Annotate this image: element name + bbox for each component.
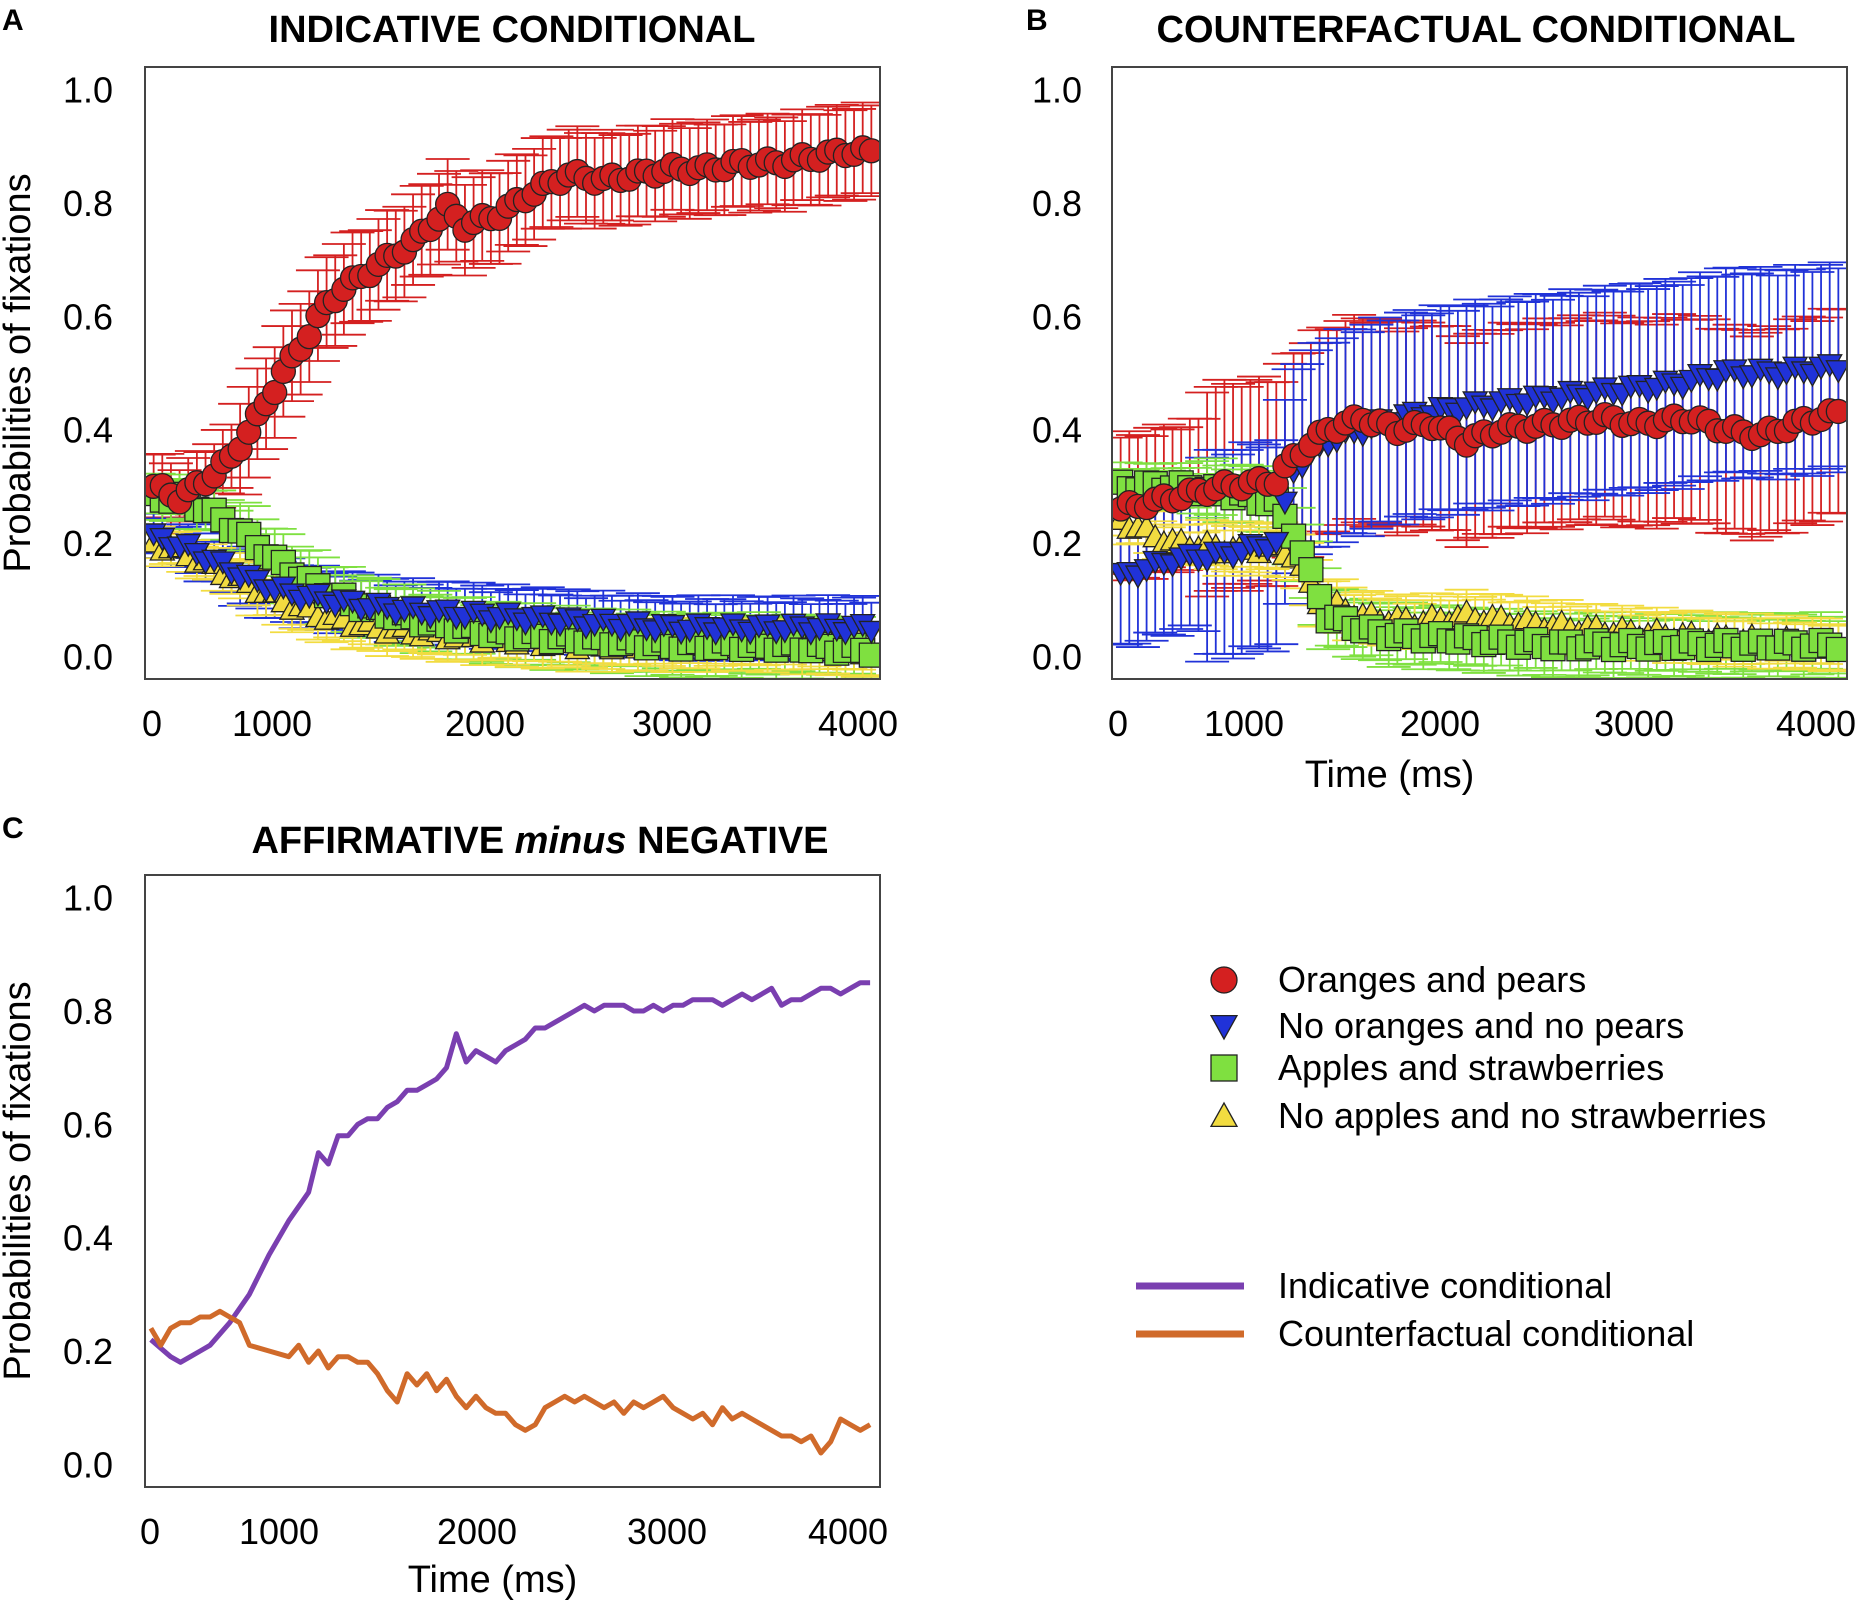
series-0 bbox=[1112, 398, 1847, 522]
x-tick-label: 0 bbox=[1108, 703, 1128, 744]
title-part: AFFIRMATIVE bbox=[251, 820, 514, 862]
panel-C: C AFFIRMATIVE minus NEGATIVE 0.0 0.2 0.4 0.6 0… bbox=[0, 812, 888, 1601]
y-tick-label: 1.0 bbox=[63, 878, 113, 919]
legend-marker bbox=[1209, 1014, 1239, 1041]
x-tick-label: 4000 bbox=[808, 1511, 888, 1552]
series-0 bbox=[145, 135, 880, 515]
legend-label: Oranges and pears bbox=[1278, 959, 1586, 1000]
legend-label: No oranges and no pears bbox=[1278, 1005, 1684, 1046]
x-tick-label: 3000 bbox=[1594, 703, 1674, 744]
x-tick-label: 1000 bbox=[232, 703, 312, 744]
series-line-0 bbox=[149, 980, 871, 1365]
panel-A: A INDICATIVE CONDITIONAL 0.0 0.2 0.4 0.6 0.8 1.… bbox=[0, 4, 898, 744]
plot-area bbox=[145, 101, 880, 679]
y-tick-label: 0.0 bbox=[63, 1444, 113, 1485]
x-tick-label: 3000 bbox=[632, 703, 712, 744]
plot-area bbox=[1112, 261, 1847, 679]
chart-title: INDICATIVE CONDITIONAL bbox=[269, 9, 756, 51]
y-axis-label: Probabilities of fixations bbox=[0, 981, 39, 1380]
y-tick-label: 0.2 bbox=[1032, 523, 1082, 564]
y-tick-label: 1.0 bbox=[63, 70, 113, 111]
chart-title: COUNTERFACTUAL CONDITIONAL bbox=[1157, 9, 1796, 51]
chart-title: AFFIRMATIVE minus NEGATIVE bbox=[251, 820, 828, 862]
x-tick-label: 2000 bbox=[1400, 703, 1480, 744]
y-axis-label: Probabilities of fixations bbox=[0, 173, 39, 572]
title-part: NEGATIVE bbox=[627, 820, 829, 862]
y-tick-label: 0.2 bbox=[63, 1331, 113, 1372]
data-point bbox=[1263, 531, 1290, 556]
y-tick-label: 0.0 bbox=[63, 636, 113, 677]
x-tick-label: 1000 bbox=[239, 1511, 319, 1552]
data-point bbox=[1825, 398, 1847, 425]
panel-B: B COUNTERFACTUAL CONDITIONAL 0.0 0.2 0.4 0.6 0… bbox=[1026, 4, 1856, 796]
y-tick-label: 0.6 bbox=[63, 296, 113, 337]
x-tick-label: 0 bbox=[140, 1511, 160, 1552]
legend-label: Indicative conditional bbox=[1278, 1265, 1612, 1306]
y-tick-label: 0.4 bbox=[63, 410, 113, 451]
x-tick-label: 2000 bbox=[437, 1511, 517, 1552]
data-point bbox=[858, 138, 880, 164]
x-tick-label: 0 bbox=[142, 703, 162, 744]
legend-marker bbox=[1210, 966, 1238, 994]
plot-area bbox=[148, 980, 872, 1456]
x-tick-label: 3000 bbox=[627, 1511, 707, 1552]
x-tick-label: 4000 bbox=[818, 703, 898, 744]
x-axis-label: Time (ms) bbox=[408, 1559, 578, 1601]
y-tick-label: 0.2 bbox=[63, 523, 113, 564]
y-tick-label: 0.8 bbox=[1032, 183, 1082, 224]
y-tick-label: 0.4 bbox=[1032, 410, 1082, 451]
legend-marker bbox=[1209, 1101, 1239, 1128]
plot-frame bbox=[144, 66, 881, 680]
data-point bbox=[1306, 583, 1333, 610]
plot-frame bbox=[144, 874, 881, 1488]
data-point bbox=[262, 379, 288, 406]
y-tick-label: 0.8 bbox=[63, 991, 113, 1032]
data-point bbox=[1825, 360, 1847, 384]
x-axis-label: Time (ms) bbox=[1305, 754, 1475, 796]
y-tick-label: 1.0 bbox=[1032, 70, 1082, 111]
data-point bbox=[1825, 636, 1847, 663]
x-tick-label: 2000 bbox=[445, 703, 525, 744]
plot-frame bbox=[1111, 66, 1848, 680]
data-point bbox=[1298, 557, 1324, 583]
panel-letter: C bbox=[2, 812, 24, 845]
x-tick-label: 1000 bbox=[1204, 703, 1284, 744]
y-tick-label: 0.6 bbox=[1032, 296, 1082, 337]
legend-label: No apples and no strawberries bbox=[1278, 1095, 1766, 1136]
errorbars-1 bbox=[1112, 261, 1847, 663]
y-tick-label: 0.4 bbox=[63, 1218, 113, 1259]
title-part: minus bbox=[515, 820, 627, 862]
y-tick-label: 0.6 bbox=[63, 1104, 113, 1145]
y-tick-label: 0.0 bbox=[1032, 636, 1082, 677]
y-tick-label: 0.8 bbox=[63, 183, 113, 224]
panel-letter: B bbox=[1026, 4, 1048, 37]
legend-marker bbox=[1210, 1054, 1238, 1082]
panel-letter: A bbox=[2, 4, 24, 37]
series-1 bbox=[145, 523, 880, 646]
data-point bbox=[858, 620, 880, 645]
series-2 bbox=[1112, 469, 1847, 663]
legend-lines: Indicative conditional Counterfactual con… bbox=[1136, 1265, 1694, 1354]
series-line-1 bbox=[148, 1308, 872, 1456]
legend-label: Apples and strawberries bbox=[1278, 1047, 1664, 1088]
legend-markers: Oranges and pears No oranges and no pears… bbox=[1209, 959, 1766, 1136]
legend-label: Counterfactual conditional bbox=[1278, 1313, 1694, 1354]
x-tick-label: 4000 bbox=[1776, 703, 1856, 744]
